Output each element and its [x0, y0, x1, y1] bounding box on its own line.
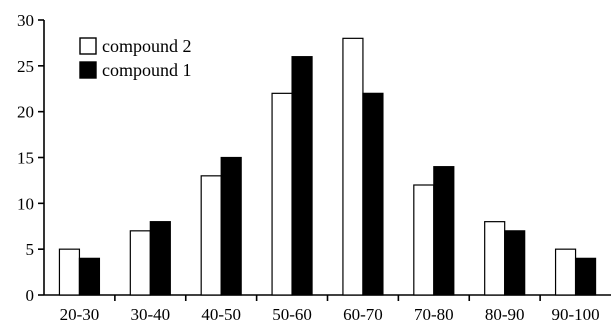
- y-tick-label: 20: [17, 103, 34, 122]
- bar-compound-2-40-50: [200, 175, 222, 296]
- bar-compound-2-90-100: [554, 248, 577, 296]
- y-tick-label: 10: [17, 194, 34, 213]
- bar-compound-1-40-50: [220, 156, 242, 296]
- bar-compound-1-70-80: [433, 166, 455, 296]
- y-tick-label: 5: [26, 240, 35, 259]
- x-tick-label: 40-50: [201, 305, 241, 324]
- chart-bars: [58, 37, 597, 296]
- legend-label: compound 1: [102, 60, 192, 80]
- bar-compound-2-50-60: [271, 92, 293, 296]
- bar-compound-1-50-60: [291, 56, 313, 296]
- legend-label: compound 2: [102, 36, 192, 56]
- x-tick-label: 90-100: [551, 305, 599, 324]
- bar-compound-1-30-40: [149, 221, 171, 296]
- bar-compound-2-20-30: [58, 248, 81, 296]
- bar-compound-1-80-90: [504, 230, 526, 296]
- bar-compound-2-30-40: [129, 230, 151, 296]
- x-tick-label: 30-40: [130, 305, 170, 324]
- y-tick-label: 15: [17, 149, 34, 168]
- bar-compound-2-80-90: [484, 221, 506, 296]
- x-tick-label: 50-60: [272, 305, 312, 324]
- bar-compound-1-20-30: [78, 257, 101, 296]
- chart-axes: 0 5 10 15 20 25 30 20-30 30-40 40-50 50-60 60-70 70-…: [17, 11, 611, 324]
- y-tick-label: 25: [17, 57, 34, 76]
- bar-compound-2-70-80: [413, 184, 435, 296]
- x-tick-label: 20-30: [60, 305, 100, 324]
- y-tick-label: 30: [17, 11, 34, 30]
- x-tick-label: 60-70: [343, 305, 383, 324]
- bar-compound-2-60-70: [342, 37, 364, 296]
- y-tick-label: 0: [26, 286, 35, 305]
- legend-swatch: [79, 61, 97, 79]
- x-tick-label: 70-80: [414, 305, 454, 324]
- legend-swatch: [79, 37, 97, 55]
- bar-compound-1-60-70: [362, 92, 384, 296]
- x-tick-label: 80-90: [485, 305, 525, 324]
- chart-legend: compound 2 compound 1: [79, 36, 192, 80]
- bar-compound-1-90-100: [574, 257, 597, 296]
